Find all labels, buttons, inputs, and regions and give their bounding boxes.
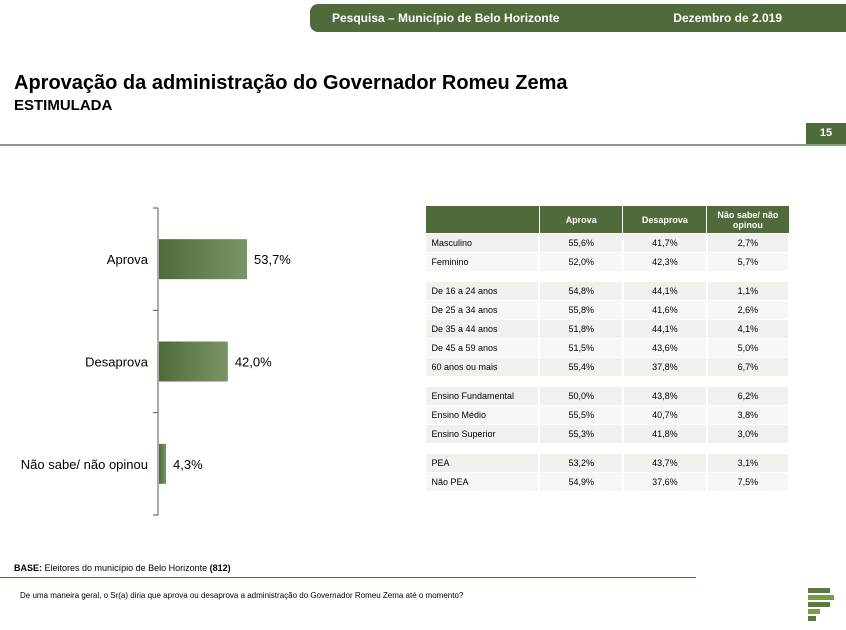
table-cell: 42,3%: [622, 252, 708, 272]
column-header: Não sabe/ não opinou: [706, 205, 790, 234]
table-cell: 55,3%: [539, 424, 624, 444]
survey-title: Pesquisa – Município de Belo Horizonte: [332, 11, 560, 25]
table-row: Ensino Médio 55,5% 40,7% 3,8%: [425, 405, 791, 425]
group-spacer: [425, 271, 789, 282]
table-row: De 45 a 59 anos 51,5% 43,6% 5,0%: [425, 338, 791, 358]
table-cell: 55,8%: [539, 300, 624, 320]
table-cell: 1,1%: [706, 281, 791, 301]
base-note: BASE: Eleitores do município de Belo Hor…: [14, 563, 231, 573]
segment-label: De 45 a 59 anos: [425, 338, 541, 358]
segment-label: Ensino Médio: [425, 405, 541, 425]
table-cell: 5,0%: [706, 338, 791, 358]
page-number: 15: [806, 123, 846, 144]
footer-divider: [0, 577, 696, 578]
base-label: BASE:: [14, 563, 43, 573]
table-cell: 55,6%: [539, 233, 624, 253]
segment-label: 60 anos ou mais: [425, 357, 541, 377]
table-cell: 53,2%: [539, 453, 624, 473]
table-row: Não PEA 54,9% 37,6% 7,5%: [425, 472, 791, 492]
bar-2: [159, 443, 167, 484]
table-row: De 16 a 24 anos 54,8% 44,1% 1,1%: [425, 281, 791, 301]
table-row: Feminino 52,0% 42,3% 5,7%: [425, 252, 791, 272]
table-cell: 41,6%: [622, 300, 708, 320]
table-cell: 55,4%: [539, 357, 624, 377]
table-cell: 37,8%: [622, 357, 708, 377]
table-cell: 51,8%: [539, 319, 624, 339]
table-cell: 3,8%: [706, 405, 791, 425]
group-spacer: [425, 443, 789, 454]
header-divider: [0, 144, 846, 146]
institute-logo-icon: [808, 588, 834, 621]
value-label: 4,3%: [173, 457, 203, 472]
segment-label: Masculino: [425, 233, 541, 253]
value-label: 42,0%: [235, 355, 272, 370]
table-cell: 54,9%: [539, 472, 624, 492]
table-cell: 40,7%: [622, 405, 708, 425]
table-cell: 4,1%: [706, 319, 791, 339]
segment-label: Não PEA: [425, 472, 541, 492]
segment-label: PEA: [425, 453, 541, 473]
table-row: 60 anos ou mais 55,4% 37,8% 6,7%: [425, 357, 791, 377]
table-row: Masculino 55,6% 41,7% 2,7%: [425, 233, 791, 253]
table-cell: 3,0%: [706, 424, 791, 444]
segment-label: Feminino: [425, 252, 541, 272]
segment-label: Ensino Fundamental: [425, 386, 541, 406]
table-cell: 2,7%: [706, 233, 791, 253]
table-cell: 7,5%: [706, 472, 791, 492]
column-header: Aprova: [538, 205, 624, 234]
survey-question: De uma maneira geral, o Sr(a) diria que …: [20, 591, 464, 600]
table-cell: 2,6%: [706, 300, 791, 320]
base-text: Eleitores do município de Belo Horizonte: [44, 563, 208, 573]
table-cell: 52,0%: [539, 252, 624, 272]
table-row: Ensino Superior 55,3% 41,8% 3,0%: [425, 424, 791, 444]
table-row: Ensino Fundamental 50,0% 43,8% 6,2%: [425, 386, 791, 406]
table-cell: 6,2%: [706, 386, 791, 406]
header-band: Pesquisa – Município de Belo Horizonte D…: [310, 4, 846, 32]
category-label: Desaprova: [85, 355, 149, 370]
base-sample-size: (812): [209, 563, 231, 573]
table-cell: 54,8%: [539, 281, 624, 301]
bar-1: [159, 341, 228, 382]
table-cell: 55,5%: [539, 405, 624, 425]
table-cell: 41,7%: [622, 233, 708, 253]
table-cell: 51,5%: [539, 338, 624, 358]
table-cell: 44,1%: [622, 281, 708, 301]
segment-label: De 25 a 34 anos: [425, 300, 541, 320]
table-header-row: Aprova Desaprova Não sabe/ não opinou: [425, 205, 790, 234]
column-header: [425, 205, 540, 234]
page-subtitle: ESTIMULADA: [14, 97, 113, 114]
table-cell: 43,6%: [622, 338, 708, 358]
table-cell: 41,8%: [622, 424, 708, 444]
group-spacer: [425, 376, 789, 387]
approval-bar-chart: Aprova 53,7% Desaprova 42,0% Não sabe/ não o…: [21, 207, 291, 516]
column-header: Desaprova: [622, 205, 708, 234]
table-cell: 37,6%: [622, 472, 708, 492]
table-cell: 43,7%: [622, 453, 708, 473]
table-cell: 44,1%: [622, 319, 708, 339]
table-row: De 25 a 34 anos 55,8% 41,6% 2,6%: [425, 300, 791, 320]
table-cell: 50,0%: [539, 386, 624, 406]
segment-label: Ensino Superior: [425, 424, 541, 444]
table-row: PEA 53,2% 43,7% 3,1%: [425, 453, 791, 473]
value-label: 53,7%: [254, 252, 291, 267]
table-cell: 3,1%: [706, 453, 791, 473]
category-label: Não sabe/ não opinou: [21, 457, 148, 472]
segment-label: De 35 a 44 anos: [425, 319, 541, 339]
table-cell: 6,7%: [706, 357, 791, 377]
breakdown-table: Aprova Desaprova Não sabe/ não opinou Mascu…: [425, 205, 791, 492]
table-cell: 43,8%: [622, 386, 708, 406]
category-label: Aprova: [107, 252, 149, 267]
bar-0: [159, 239, 247, 280]
table-cell: 5,7%: [706, 252, 791, 272]
table-row: De 35 a 44 anos 51,8% 44,1% 4,1%: [425, 319, 791, 339]
survey-date: Dezembro de 2.019: [673, 11, 782, 25]
page-title: Aprovação da administração do Governador…: [14, 72, 568, 94]
segment-label: De 16 a 24 anos: [425, 281, 541, 301]
